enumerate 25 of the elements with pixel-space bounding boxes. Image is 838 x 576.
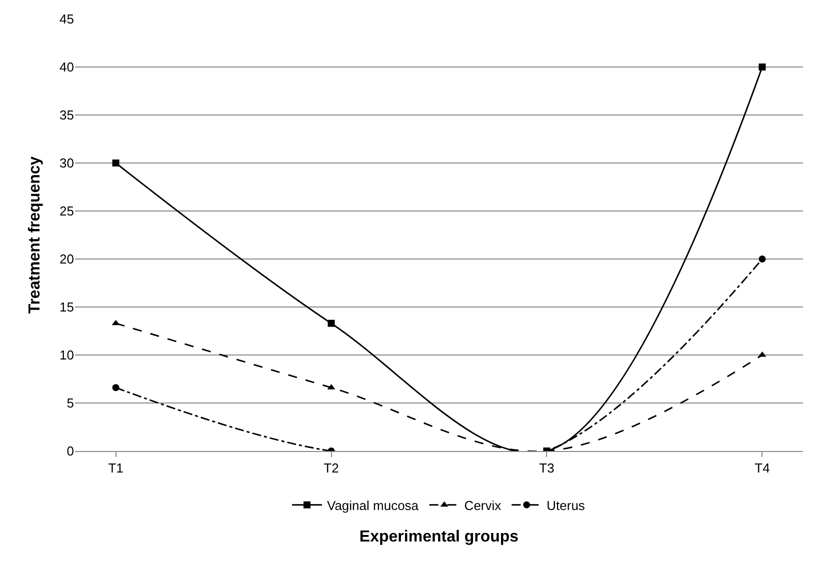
y-tick-label: 40 bbox=[60, 60, 74, 75]
y-axis-title: Treatment frequency bbox=[26, 156, 44, 314]
x-tick-label: T3 bbox=[539, 460, 554, 476]
point bbox=[758, 64, 766, 70]
x-tick-label: T1 bbox=[108, 460, 124, 476]
point bbox=[758, 256, 766, 262]
point bbox=[112, 160, 120, 166]
point bbox=[112, 320, 120, 326]
y-tick-label: 30 bbox=[60, 156, 74, 171]
point bbox=[328, 320, 335, 327]
legend-label: Cervix bbox=[464, 498, 502, 513]
legend-label: Uterus bbox=[546, 498, 586, 513]
point bbox=[112, 384, 120, 392]
y-tick-label: 35 bbox=[60, 108, 74, 123]
x-tick-label: T4 bbox=[754, 460, 770, 476]
x-axis-title: Experimental groups bbox=[359, 528, 519, 546]
y-tick-label: 0 bbox=[66, 444, 74, 459]
y-tick-label: 5 bbox=[66, 396, 74, 411]
x-tick-label: T2 bbox=[324, 460, 339, 476]
legend-label: Vaginal mucosa bbox=[327, 498, 420, 513]
y-tick-label: 25 bbox=[60, 204, 74, 219]
y-tick-label: 45 bbox=[60, 12, 74, 27]
y-tick-label: 10 bbox=[60, 348, 74, 363]
y-tick-label: 15 bbox=[60, 300, 74, 315]
y-tick-label: 20 bbox=[60, 252, 74, 267]
